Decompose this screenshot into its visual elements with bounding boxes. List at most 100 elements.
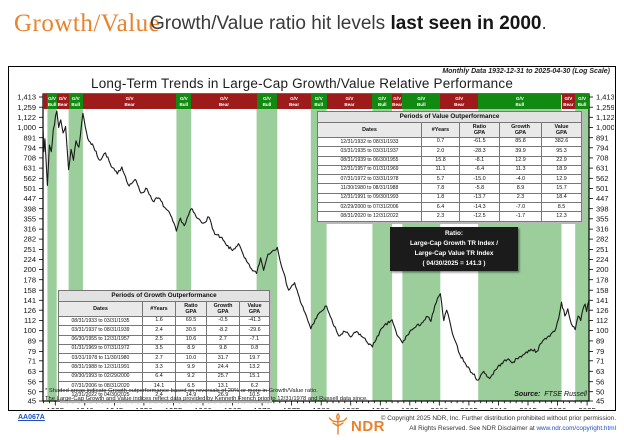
y-axis-tick-label: 71	[28, 356, 36, 365]
regime-strip-label: G/V Bear	[57, 96, 68, 107]
table-cell: 85.8	[499, 136, 542, 148]
x-axis-tick-label: 1985	[342, 407, 360, 409]
regime-strip-segment-bear: G/V Bear	[561, 94, 576, 109]
table-cell: 9.2	[175, 371, 207, 383]
y-axis-tick-label: 126	[23, 306, 36, 315]
regime-strip-label: G/V Bear	[124, 96, 135, 107]
table-cell: 15.7	[540, 183, 583, 194]
table-cell: 08/31/1939 to 06/30/1955	[317, 155, 422, 166]
regime-strip-segment-bull: G/V Bull	[372, 94, 393, 109]
y-axis-tick-label: 200	[23, 265, 36, 274]
regime-strip-label: G/V Bull	[179, 96, 189, 107]
table-cell: -7.1	[238, 334, 271, 345]
y-axis-tick-label: 501	[596, 184, 609, 193]
y-axis-tick-label: 1,259	[17, 103, 36, 112]
headline-bold: last seen in 2000	[390, 13, 542, 34]
regime-strip-segment-bear: G/V Bear	[82, 94, 177, 109]
table-cell: 08/31/1933 to 03/31/1935	[58, 315, 143, 327]
table-cell: -0.5	[206, 315, 240, 327]
y-axis-tick-label: 794	[596, 143, 609, 152]
x-axis-tick-label: 2000	[430, 407, 448, 409]
y-axis-tick-label: 45	[596, 397, 604, 406]
regime-strip-segment-bull: G/V Bull	[575, 94, 589, 109]
x-axis-tick-label: 2005	[460, 407, 478, 409]
table-row: 08/31/1988 to 12/31/1991 3.3 9.9 24.4 13.2	[58, 362, 271, 373]
source-credit: Source: FTSE Russell	[389, 391, 587, 398]
y-axis-tick-label: 56	[596, 377, 604, 386]
table-cell: -5.8	[459, 183, 500, 194]
table-cell: 06/30/1955 to 12/31/1957	[58, 334, 143, 345]
table-column-header: Growth GPA	[499, 122, 542, 138]
table-cell: 12/31/1932 to 08/31/1933	[317, 136, 422, 148]
y-axis-tick-label: 63	[596, 367, 604, 376]
ratio-annotation-box: Ratio: Large-Cap Growth TR Index / Large…	[390, 227, 518, 271]
table-row: 12/31/1991 to 09/30/1993 1.8 -13.7 2.3 18.4	[317, 192, 583, 204]
y-axis-tick-label: 562	[596, 174, 609, 183]
y-axis-tick-label: 1,413	[17, 93, 36, 102]
regime-strip-segment-bear: G/V Bear	[392, 94, 403, 109]
table-cell: -4.0	[499, 174, 542, 185]
y-axis-tick-label: 112	[24, 316, 36, 325]
table-cell: 382.6	[540, 136, 583, 148]
copyright-line-2: All Rights Reserved. See NDR Disclaimer …	[381, 424, 616, 434]
ndr-tree-icon	[328, 412, 348, 440]
x-axis-tick-label: 1935	[46, 407, 64, 409]
regime-strip-label: G/V Bull	[377, 96, 387, 107]
y-axis-tick-label: 251	[23, 245, 36, 254]
table-column-header: Ratio GPA	[175, 301, 207, 317]
table-row: 08/31/2020 to 12/31/2022 2.3 -12.5 -1.7 12.3	[317, 211, 583, 222]
table-cell: 22.9	[540, 155, 583, 166]
y-axis-tick-label: 1,122	[17, 113, 36, 122]
y-axis-tick-label: 158	[596, 286, 609, 295]
document-code-link[interactable]: AA067A	[18, 414, 45, 421]
x-axis-tick-label: 1980	[312, 407, 330, 409]
y-axis-tick-label: 71	[596, 356, 604, 365]
copyright-line-2-text: All Rights Reserved. See NDR Disclaimer …	[409, 424, 537, 432]
table-cell: 13.2	[238, 362, 271, 373]
table-cell: 25.7	[206, 371, 240, 383]
table-cell: 08/31/2020 to 12/31/2022	[317, 211, 422, 222]
y-axis-tick-label: 89	[28, 337, 36, 346]
table-cell: 19.7	[238, 353, 271, 364]
y-axis-tick-label: 708	[596, 154, 609, 163]
table-cell: 2.4	[142, 325, 176, 336]
table-row: 12/31/1957 to 01/31/1969 11.1 -6.4 11.3 18.9	[317, 164, 583, 176]
source-label: Source:	[514, 391, 541, 398]
y-axis-tick-label: 891	[596, 133, 609, 142]
regime-strip-segment-bull: G/V Bull	[402, 94, 441, 109]
ndr-logo-text: NDR	[351, 418, 385, 435]
x-axis-tick-label: 1940	[76, 407, 94, 409]
regime-strip-segment-bear: G/V Bear	[277, 94, 311, 109]
table-cell: -7.0	[499, 202, 542, 213]
headline-regular: Growth/Value ratio hit levels	[150, 13, 391, 34]
table-cell: 6.4	[421, 202, 460, 213]
table-cell: 12.3	[540, 211, 583, 222]
table-column-header: Dates	[317, 122, 422, 138]
table-cell: -8.1	[459, 155, 500, 166]
y-axis-tick-label: 316	[23, 225, 36, 234]
table-cell: -8.2	[206, 325, 240, 336]
y-axis-tick-label: 562	[23, 174, 36, 183]
table-cell: 8.9	[175, 343, 207, 355]
y-axis-tick-label: 50	[596, 387, 604, 396]
table-cell: 18.4	[540, 192, 583, 204]
copyright-link[interactable]: www.ndr.com/copyright.html	[536, 424, 616, 432]
table-row: 09/30/1993 to 02/29/2000 6.4 9.2 25.7 15.1	[58, 371, 271, 383]
chart-title: Long-Term Trends in Large-Cap Growth/Val…	[91, 76, 514, 91]
table-cell: -13.7	[459, 192, 500, 204]
chart-data-note: Monthly Data 1932-12-31 to 2025-04-30 (L…	[442, 68, 610, 75]
chart-frame: Monthly Data 1932-12-31 to 2025-04-30 (L…	[8, 66, 616, 411]
table-cell: -14.3	[459, 202, 500, 213]
footnote-line-1: * Shaded areas indicate Growth outperfor…	[45, 388, 318, 394]
table-cell: 24.4	[206, 362, 240, 373]
table-column-header: Growth GPA	[206, 301, 240, 317]
y-axis-tick-label: 79	[596, 347, 604, 356]
table-title: Periods of Value Outperformance	[316, 111, 583, 123]
ndr-logo: NDR	[328, 412, 385, 440]
ratio-line	[42, 110, 590, 381]
y-axis-tick-label: 45	[28, 397, 36, 406]
x-axis-tick-label: 1995	[401, 407, 419, 409]
annotation-line: Ratio:	[444, 230, 464, 237]
regime-strip-segment-bear: G/V Bear	[191, 94, 257, 109]
table-cell: 2.7	[142, 353, 176, 364]
